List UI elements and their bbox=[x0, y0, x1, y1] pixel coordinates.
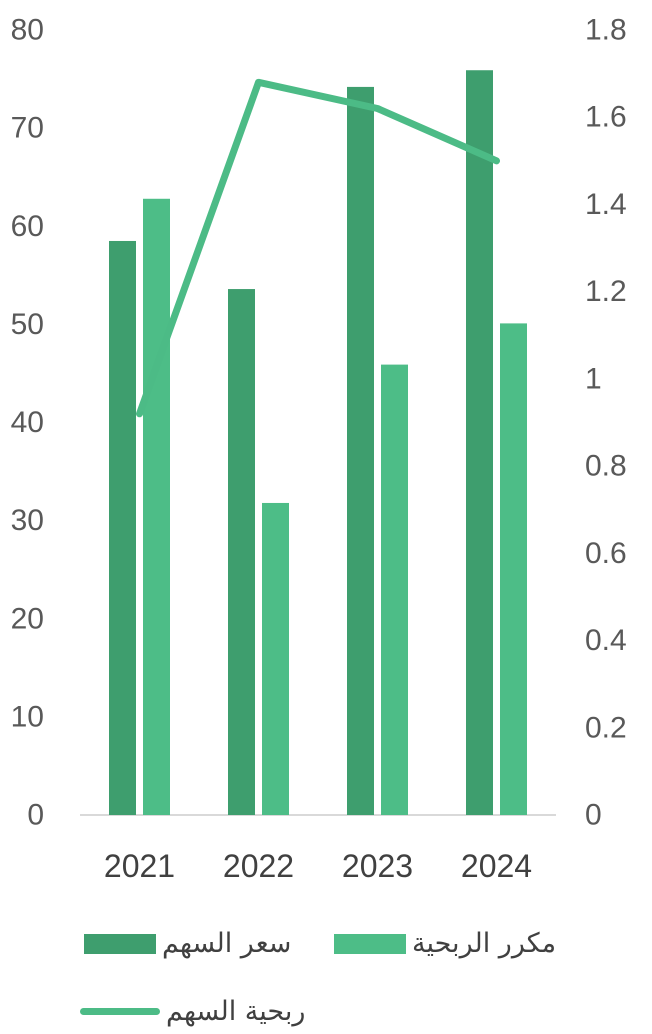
bar-price bbox=[109, 240, 136, 815]
bar-pe bbox=[500, 323, 527, 815]
bar-series-group bbox=[109, 70, 527, 816]
right-tick-label: 0.2 bbox=[585, 711, 627, 744]
left-tick-label: 40 bbox=[11, 406, 44, 439]
right-tick-label: 0.6 bbox=[585, 537, 627, 570]
left-tick-label: 70 bbox=[11, 112, 44, 145]
left-tick-label: 20 bbox=[11, 602, 44, 635]
bar-price bbox=[347, 86, 374, 816]
bar-pe bbox=[381, 364, 408, 815]
right-tick-label: 1.8 bbox=[585, 14, 627, 47]
bar-price bbox=[466, 70, 493, 815]
line-eps bbox=[136, 78, 500, 418]
right-y-axis: 0 0.2 0.4 0.6 0.8 1 1.2 1.4 1.6 1.8 bbox=[585, 14, 627, 832]
bar-price bbox=[228, 289, 255, 815]
line-series-group bbox=[136, 78, 500, 418]
right-tick-label: 1.4 bbox=[585, 188, 627, 221]
category-label: 2023 bbox=[342, 848, 413, 884]
left-tick-label: 60 bbox=[11, 210, 44, 243]
right-tick-label: 1 bbox=[585, 362, 602, 395]
x-axis-labels: 2021 2022 2023 2024 bbox=[104, 848, 532, 884]
right-tick-label: 1.6 bbox=[585, 101, 627, 134]
left-tick-label: 50 bbox=[11, 308, 44, 341]
left-y-axis: 0 10 20 30 40 50 60 70 80 bbox=[11, 14, 44, 832]
right-tick-label: 0.8 bbox=[585, 450, 627, 483]
right-tick-label: 0 bbox=[585, 799, 602, 832]
category-label: 2021 bbox=[104, 848, 175, 884]
left-tick-label: 30 bbox=[11, 504, 44, 537]
bar-pe bbox=[262, 502, 289, 815]
bar-pe bbox=[143, 198, 170, 815]
right-tick-label: 0.4 bbox=[585, 624, 627, 657]
category-label: 2022 bbox=[223, 848, 294, 884]
category-label: 2024 bbox=[461, 848, 532, 884]
right-tick-label: 1.2 bbox=[585, 275, 627, 308]
left-tick-label: 10 bbox=[11, 700, 44, 733]
left-tick-label: 0 bbox=[27, 799, 44, 832]
left-tick-label: 80 bbox=[11, 14, 44, 47]
